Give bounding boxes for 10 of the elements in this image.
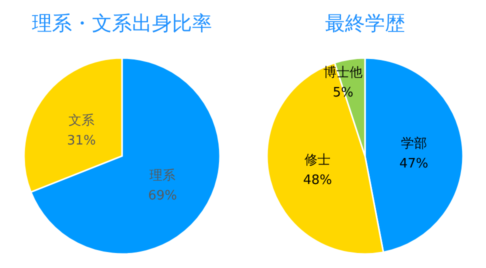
data-label: 69%	[148, 188, 177, 204]
slice-label: 学部	[400, 136, 427, 152]
data-label: 31%	[67, 133, 96, 148]
chart-title: 理系・文系出身比率	[32, 11, 212, 35]
slice-label: 修士	[304, 153, 331, 168]
chart-title: 最終学歴	[325, 11, 405, 35]
slice-label: 理系	[150, 168, 176, 184]
data-label: 47%	[399, 156, 428, 172]
data-label: 48%	[303, 173, 332, 188]
slice-label: 文系	[68, 113, 94, 128]
